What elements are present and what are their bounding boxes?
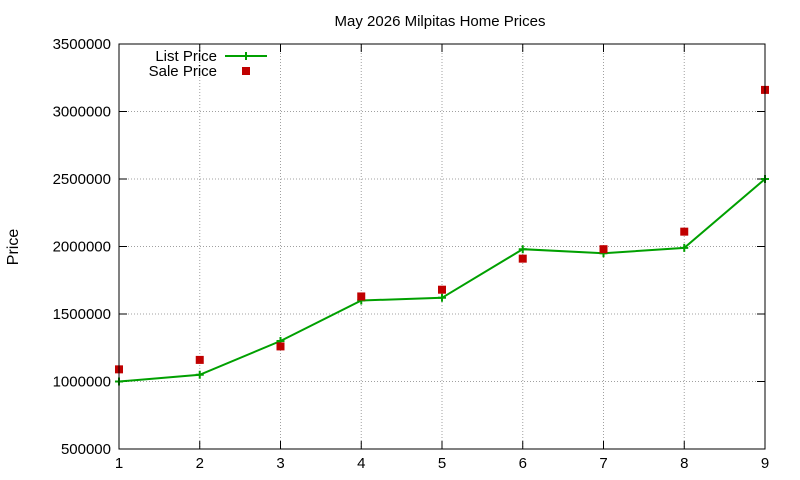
y-tick-label: 3500000	[53, 36, 111, 53]
list-price-point	[518, 245, 527, 254]
x-tick-label: 3	[276, 455, 284, 472]
list-price-point	[438, 293, 446, 302]
sale-price-point	[195, 355, 204, 364]
y-axis-label: Price	[5, 229, 22, 266]
y-tick-label: 2500000	[53, 171, 111, 188]
sale-price-point	[276, 342, 285, 351]
chart-title: May 2026 Milpitas Home Prices	[335, 13, 546, 30]
x-tick-label: 4	[357, 455, 365, 472]
legend: List Price Sale Price	[149, 48, 267, 80]
axis-ticks: 500000 1000000 1500000 2000000 2500000 300000…	[53, 36, 770, 472]
x-tick-label: 6	[519, 455, 527, 472]
y-tick-label: 3000000	[53, 104, 111, 121]
legend-marker-list-price	[242, 52, 250, 60]
y-tick-label: 1000000	[53, 374, 111, 391]
sale-price-point	[438, 285, 446, 294]
y-tick-label: 500000	[61, 441, 111, 458]
grid	[119, 44, 765, 449]
sale-price-point	[357, 292, 366, 301]
list-price-point	[195, 370, 204, 379]
legend-label-list-price: List Price	[155, 48, 217, 65]
legend-marker-sale-price	[242, 67, 250, 75]
sale-price-point	[680, 227, 689, 236]
y-tick-label: 1500000	[53, 306, 111, 323]
x-tick-label: 1	[115, 455, 123, 472]
x-tick-label: 8	[680, 455, 688, 472]
list-price-point	[680, 243, 689, 252]
x-tick-label: 2	[196, 455, 204, 472]
series-group	[115, 85, 769, 386]
sale-price-point	[518, 254, 527, 263]
plot-frame	[118, 43, 766, 450]
sale-price-point	[599, 245, 608, 254]
x-tick-label: 9	[761, 455, 769, 472]
x-tick-label: 5	[438, 455, 446, 472]
y-tick-label: 2000000	[53, 239, 111, 256]
x-tick-label: 7	[599, 455, 607, 472]
legend-label-sale-price: Sale Price	[149, 63, 217, 80]
